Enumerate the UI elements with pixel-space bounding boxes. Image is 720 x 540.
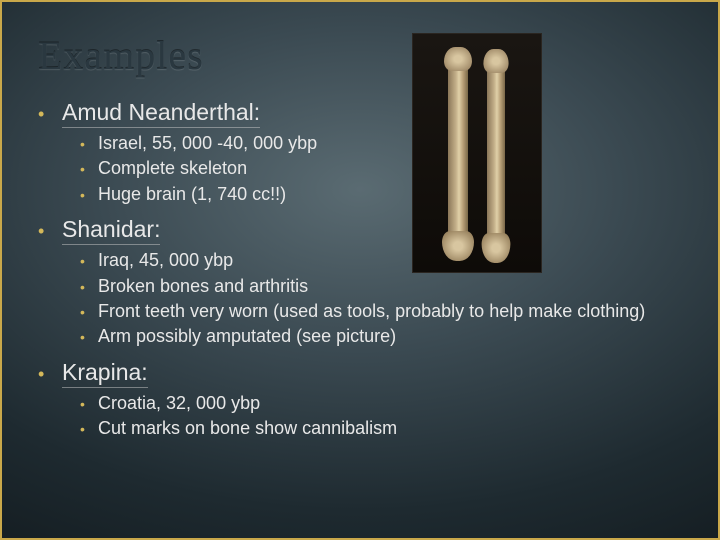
- bullet-icon: •: [38, 221, 62, 242]
- slide-title: Examples: [38, 32, 682, 79]
- slide: Examples • Amud Neanderthal: •Israel, 55…: [0, 0, 720, 540]
- bullet-icon: •: [38, 104, 62, 125]
- section-items: •Iraq, 45, 000 ybp •Broken bones and art…: [80, 249, 682, 349]
- bullet-icon: •: [80, 395, 98, 413]
- item-text: Complete skeleton: [98, 157, 247, 180]
- bullet-list: • Amud Neanderthal: •Israel, 55, 000 -40…: [38, 99, 682, 441]
- list-item: •Huge brain (1, 740 cc!!): [80, 183, 682, 206]
- section-heading: Krapina:: [62, 359, 148, 388]
- bullet-icon: •: [80, 328, 98, 346]
- bone-photo: [412, 33, 542, 273]
- bullet-icon: •: [80, 278, 98, 296]
- section-krapina: • Krapina: •Croatia, 32, 000 ybp •Cut ma…: [38, 359, 682, 441]
- list-item: •Croatia, 32, 000 ybp: [80, 392, 682, 415]
- item-text: Arm possibly amputated (see picture): [98, 325, 396, 348]
- section-items: •Croatia, 32, 000 ybp •Cut marks on bone…: [80, 392, 682, 441]
- bullet-icon: •: [80, 160, 98, 178]
- list-item: •Iraq, 45, 000 ybp: [80, 249, 682, 272]
- bullet-icon: •: [80, 420, 98, 438]
- list-item: •Complete skeleton: [80, 157, 682, 180]
- section-heading: Shanidar:: [62, 216, 160, 245]
- bone-right: [487, 55, 505, 255]
- section-amud: • Amud Neanderthal: •Israel, 55, 000 -40…: [38, 99, 682, 206]
- bullet-icon: •: [80, 135, 98, 153]
- bullet-icon: •: [80, 303, 98, 321]
- section-heading: Amud Neanderthal:: [62, 99, 260, 128]
- bone-left: [448, 53, 468, 253]
- item-text: Huge brain (1, 740 cc!!): [98, 183, 286, 206]
- bullet-icon: •: [38, 364, 62, 385]
- item-text: Iraq, 45, 000 ybp: [98, 249, 233, 272]
- bullet-icon: •: [80, 186, 98, 204]
- bullet-icon: •: [80, 252, 98, 270]
- item-text: Broken bones and arthritis: [98, 275, 308, 298]
- list-item: •Broken bones and arthritis: [80, 275, 682, 298]
- section-items: •Israel, 55, 000 -40, 000 ybp •Complete …: [80, 132, 682, 206]
- item-text: Front teeth very worn (used as tools, pr…: [98, 300, 645, 323]
- section-shanidar: • Shanidar: •Iraq, 45, 000 ybp •Broken b…: [38, 216, 682, 349]
- item-text: Cut marks on bone show cannibalism: [98, 417, 397, 440]
- list-item: •Cut marks on bone show cannibalism: [80, 417, 682, 440]
- item-text: Croatia, 32, 000 ybp: [98, 392, 260, 415]
- slide-content: • Amud Neanderthal: •Israel, 55, 000 -40…: [38, 99, 682, 441]
- list-item: •Israel, 55, 000 -40, 000 ybp: [80, 132, 682, 155]
- list-item: •Arm possibly amputated (see picture): [80, 325, 682, 348]
- list-item: •Front teeth very worn (used as tools, p…: [80, 300, 682, 323]
- item-text: Israel, 55, 000 -40, 000 ybp: [98, 132, 317, 155]
